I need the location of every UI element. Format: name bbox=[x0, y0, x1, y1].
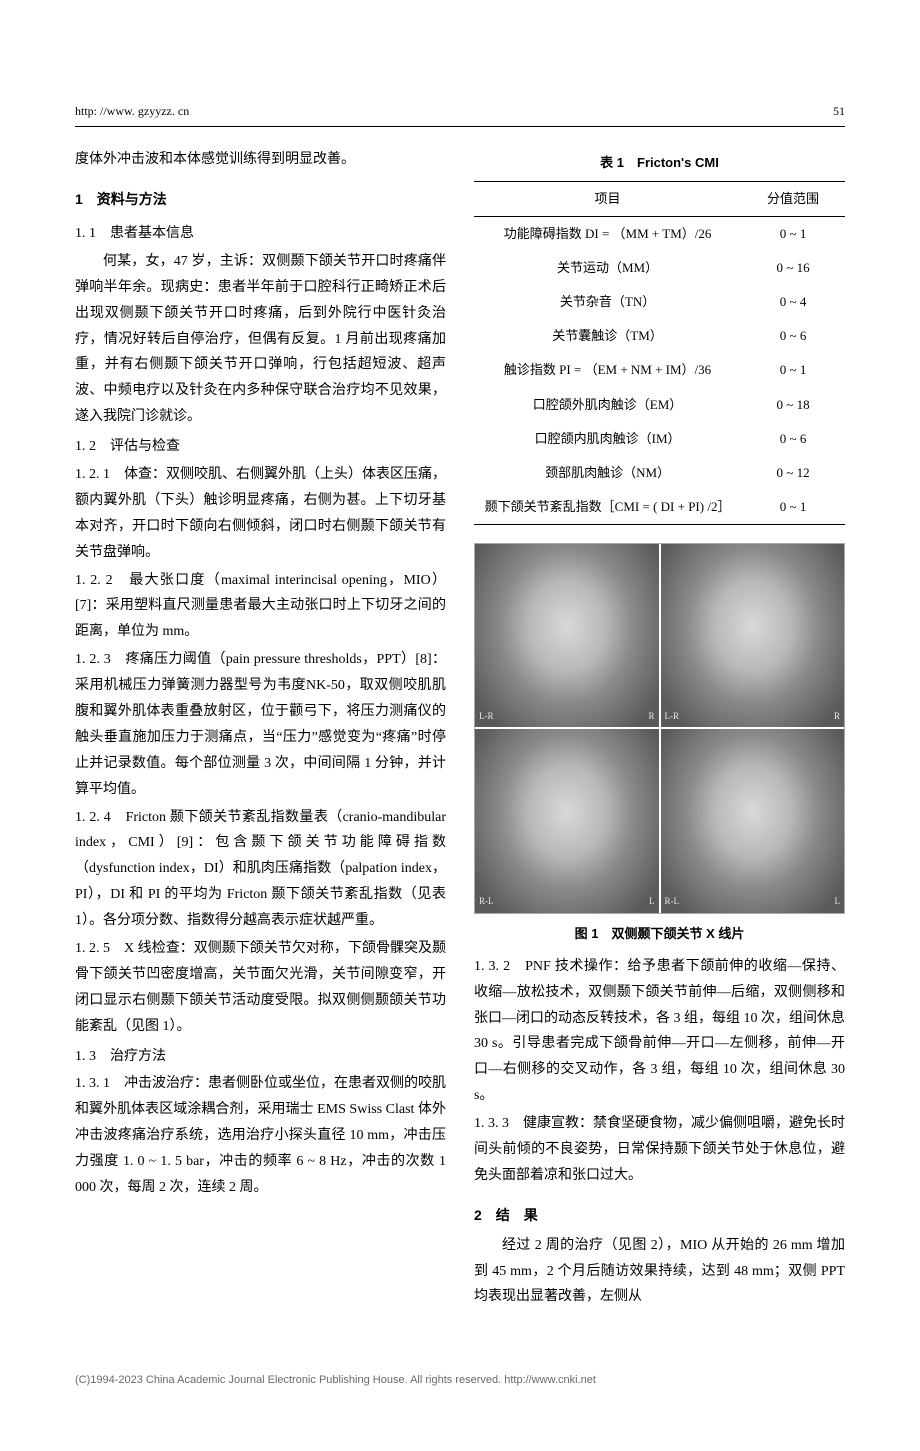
table-row: 功能障碍指数 DI = （MM + TM）/260 ~ 1 bbox=[474, 217, 845, 252]
table-row: 颈部肌肉触诊（NM）0 ~ 12 bbox=[474, 456, 845, 490]
s133: 1. 3. 3 健康宣教：禁食坚硬食物，减少偏侧咀嚼，避免长时间头前倾的不良姿势… bbox=[474, 1111, 845, 1189]
table-row: 关节杂音（TN）0 ~ 4 bbox=[474, 285, 845, 319]
xray-panel: R-L L bbox=[475, 729, 659, 913]
s2-body: 经过 2 周的治疗（见图 2），MIO 从开始的 26 mm 增加到 45 mm… bbox=[474, 1233, 845, 1311]
s121: 1. 2. 1 体查：双侧咬肌、右侧翼外肌（上头）体表区压痛，额内翼外肌（下头）… bbox=[75, 462, 446, 566]
table1-h1: 分值范围 bbox=[741, 182, 845, 217]
s131: 1. 3. 1 冲击波治疗：患者侧卧位或坐位，在患者双侧的咬肌和翼外肌体表区域涂… bbox=[75, 1071, 446, 1200]
figure1: L-R R L-R R R-L L R-L L 图 1 双侧颞下颌关节 X 线片 bbox=[474, 543, 845, 946]
s132: 1. 3. 2 PNF 技术操作：给予患者下颌前伸的收缩—保持、收缩—放松技术，… bbox=[474, 954, 845, 1109]
s11-title: 1. 1 患者基本信息 bbox=[75, 221, 446, 247]
s122: 1. 2. 2 最大张口度（maximal interincisal openi… bbox=[75, 568, 446, 646]
table-row: 关节囊触诊（TM）0 ~ 6 bbox=[474, 319, 845, 353]
s123: 1. 2. 3 疼痛压力阈值（pain pressure thresholds，… bbox=[75, 647, 446, 802]
xray-panel: L-R R bbox=[661, 544, 845, 728]
table1: 项目 分值范围 功能障碍指数 DI = （MM + TM）/260 ~ 1 关节… bbox=[474, 181, 845, 524]
section-1-title: 1 资料与方法 bbox=[75, 187, 446, 213]
two-column-layout: 度体外冲击波和本体感觉训练得到明显改善。 1 资料与方法 1. 1 患者基本信息… bbox=[75, 147, 845, 1310]
table-row: 口腔颌外肌肉触诊（EM）0 ~ 18 bbox=[474, 388, 845, 422]
s12-title: 1. 2 评估与检查 bbox=[75, 434, 446, 460]
header-url: http: //www. gzyyzz. cn bbox=[75, 100, 189, 122]
figure1-caption: 图 1 双侧颞下颌关节 X 线片 bbox=[474, 922, 845, 946]
left-column: 度体外冲击波和本体感觉训练得到明显改善。 1 资料与方法 1. 1 患者基本信息… bbox=[75, 147, 446, 1310]
xray-panel: L-R R bbox=[475, 544, 659, 728]
table-row: 口腔颌内肌肉触诊（IM）0 ~ 6 bbox=[474, 422, 845, 456]
xray-grid: L-R R L-R R R-L L R-L L bbox=[474, 543, 845, 914]
section-2-title: 2 结 果 bbox=[474, 1203, 845, 1229]
table-row: 颞下颌关节紊乱指数［CMI = ( DI + PI) /2］0 ~ 1 bbox=[474, 490, 845, 525]
s125: 1. 2. 5 X 线检查：双侧颞下颌关节欠对称，下颌骨髁突及颞骨下颌关节凹密度… bbox=[75, 936, 446, 1040]
header-pageno: 51 bbox=[833, 100, 845, 122]
table1-h0: 项目 bbox=[474, 182, 741, 217]
page-footer: (C)1994-2023 China Academic Journal Elec… bbox=[75, 1370, 845, 1390]
running-header: http: //www. gzyyzz. cn 51 bbox=[75, 100, 845, 127]
right-column: 表 1 Fricton's CMI 项目 分值范围 功能障碍指数 DI = （M… bbox=[474, 147, 845, 1310]
xray-panel: R-L L bbox=[661, 729, 845, 913]
table1-title: 表 1 Fricton's CMI bbox=[474, 151, 845, 175]
s124: 1. 2. 4 Fricton 颞下颌关节紊乱指数量表（cranio-mandi… bbox=[75, 805, 446, 934]
s11-body: 何某，女，47 岁，主诉：双侧颞下颌关节开口时疼痛伴弹响半年余。现病史：患者半年… bbox=[75, 249, 446, 430]
table-row: 关节运动（MM）0 ~ 16 bbox=[474, 251, 845, 285]
lead-line: 度体外冲击波和本体感觉训练得到明显改善。 bbox=[75, 147, 446, 173]
s13-title: 1. 3 治疗方法 bbox=[75, 1044, 446, 1070]
table-row: 触诊指数 PI = （EM + NM + IM）/360 ~ 1 bbox=[474, 353, 845, 387]
